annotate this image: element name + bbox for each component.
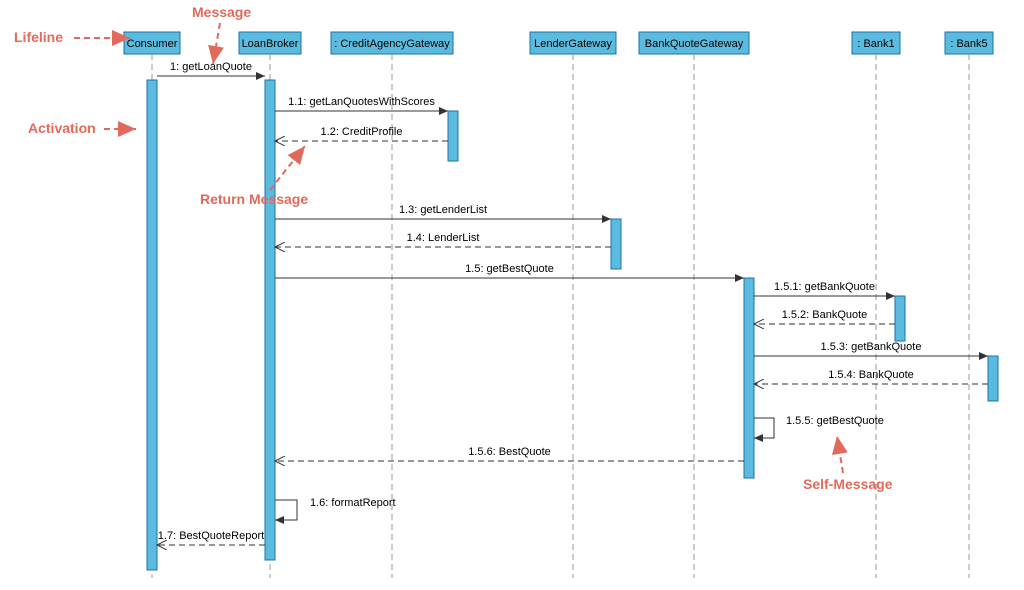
activation-bar (265, 80, 275, 560)
lifeline-label: BankQuoteGateway (645, 38, 744, 50)
lifeline-label: LoanBroker (242, 38, 299, 50)
activation-bar (448, 111, 458, 161)
lifeline-label: : CreditAgencyGateway (334, 38, 450, 50)
annotation-label: Activation (28, 120, 96, 136)
annotation-label: Message (192, 4, 251, 20)
lifeline-label: Consumer (127, 38, 178, 50)
message-label: 1.4: LenderList (407, 232, 480, 244)
message-label: 1.2: CreditProfile (321, 126, 403, 138)
activation-bar (147, 80, 157, 570)
sequence-diagram: Consumer LoanBroker : CreditAgencyGateway L… (0, 0, 1024, 587)
self-message-label: 1.6: formatReport (310, 497, 396, 509)
lifeline-label: : Bank1 (857, 38, 894, 50)
lifeline-label: LenderGateway (534, 38, 612, 50)
activation-bar (744, 278, 754, 478)
message-label: 1.7: BestQuoteReport (158, 530, 264, 542)
annotation-label: Lifeline (14, 29, 63, 45)
message-label: 1.5.2: BankQuote (782, 309, 868, 321)
annotation-label: Self-Message (803, 476, 893, 492)
message-label: 1.5.1: getBankQuote (774, 281, 875, 293)
lifeline-label: : Bank5 (950, 38, 987, 50)
annotation-label: Return Message (200, 191, 308, 207)
activation-bar (611, 219, 621, 269)
message-label: 1.5.3: getBankQuote (821, 341, 922, 353)
message-label: 1.5: getBestQuote (465, 263, 554, 275)
activation-bar (895, 296, 905, 341)
annotation-arrow (213, 23, 220, 64)
self-message-label: 1.5.5: getBestQuote (786, 415, 884, 427)
message-label: 1.5.6: BestQuote (468, 446, 551, 458)
self-message-arrow (275, 500, 297, 520)
message-label: 1.1: getLanQuotesWithScores (288, 96, 435, 108)
self-message-arrow (754, 418, 774, 438)
activation-bar (988, 356, 998, 401)
message-label: 1: getLoanQuote (170, 61, 252, 73)
message-label: 1.5.4: BankQuote (828, 369, 914, 381)
message-label: 1.3: getLenderList (399, 204, 487, 216)
annotation-arrow (837, 436, 843, 473)
